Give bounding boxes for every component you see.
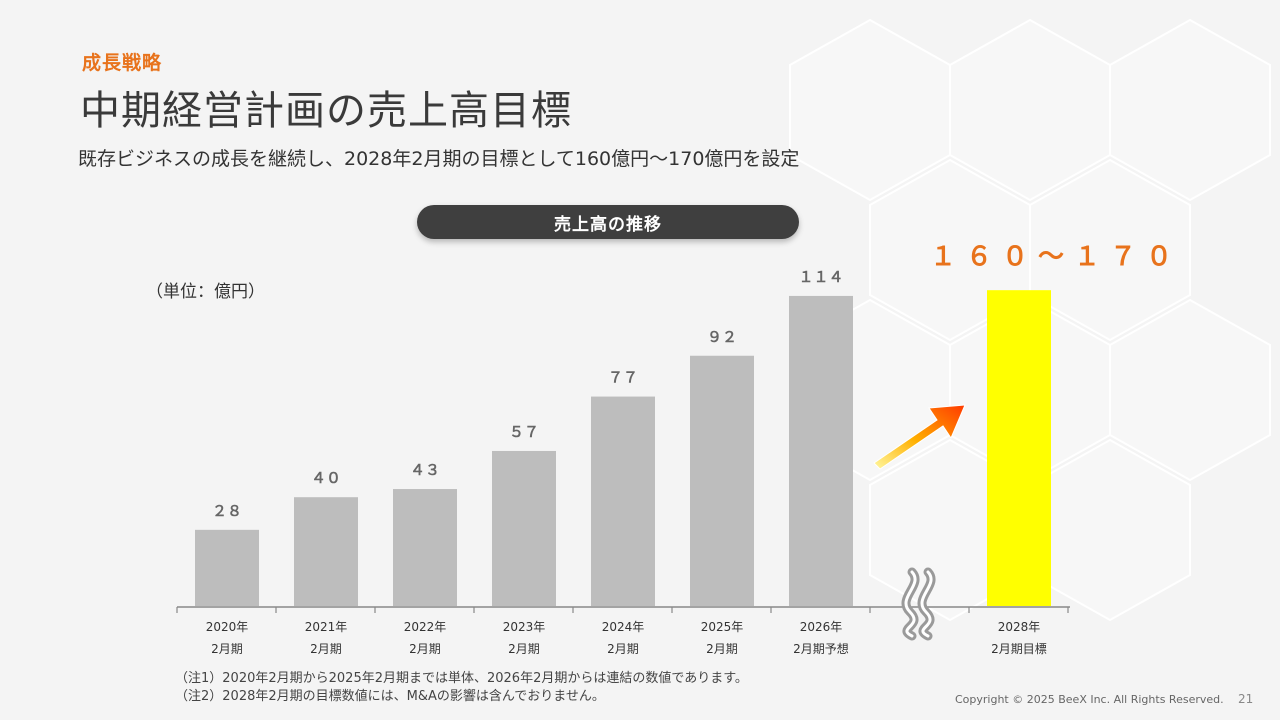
chart-title-pill: 売上高の推移 [417,205,799,239]
target-value-label: １６０〜１７０ [930,242,1183,272]
category-label: 2026年 [800,620,843,634]
data-label: １１４ [798,268,843,286]
page-number: 21 [1238,692,1254,706]
unit-label: （単位：億円） [146,282,265,302]
category-label: 2月期 [706,642,738,656]
target-bar [987,290,1051,606]
section-label: 成長戦略 [82,52,163,74]
data-label: ９２ [707,328,737,346]
category-label: 2月期 [409,642,441,656]
category-label: 2月期 [211,642,243,656]
page-title: 中期経営計画の売上高目標 [80,88,572,134]
bar [294,497,358,606]
category-label: 2020年 [206,620,249,634]
category-label: 2021年 [305,620,348,634]
growth-arrow-icon [873,404,966,470]
data-label: ４３ [410,461,440,479]
category-label: 2028年 [998,620,1041,634]
bar [789,295,853,606]
category-label: 2025年 [701,620,744,634]
bar [690,355,754,606]
bar [591,396,655,606]
category-label: 2月期 [607,642,639,656]
bar [492,450,556,606]
category-label: 2月期目標 [991,642,1047,656]
bar [195,529,259,606]
footnote-1: （注1）2020年2月期から2025年2月期までは単体、2026年2月期からは連… [175,671,748,686]
page-subtitle: 既存ビジネスの成長を継続し、2028年2月期の目標として160億円〜170億円を… [78,148,800,170]
category-label: 2月期 [310,642,342,656]
data-label: ５７ [509,423,539,441]
chart-title-label: 売上高の推移 [554,214,662,235]
footnotes: （注1）2020年2月期から2025年2月期までは単体、2026年2月期からは連… [175,670,748,706]
data-label: ２８ [212,502,242,520]
data-label: ７７ [608,369,638,387]
wavy-break-icon [901,567,936,641]
category-label: 2月期予想 [793,641,849,656]
footnote-2: （注2）2028年2月期の目標数値には、M&Aの影響は含んでおりません。 [175,689,605,704]
category-label: 2022年 [404,620,447,634]
category-label: 2月期 [508,642,540,656]
category-label: 2024年 [602,620,645,634]
copyright: Copyright © 2025 BeeX Inc. All Rights Re… [955,693,1224,706]
category-label: 2023年 [503,620,546,634]
data-label: ４０ [311,469,341,487]
bar [393,489,457,606]
